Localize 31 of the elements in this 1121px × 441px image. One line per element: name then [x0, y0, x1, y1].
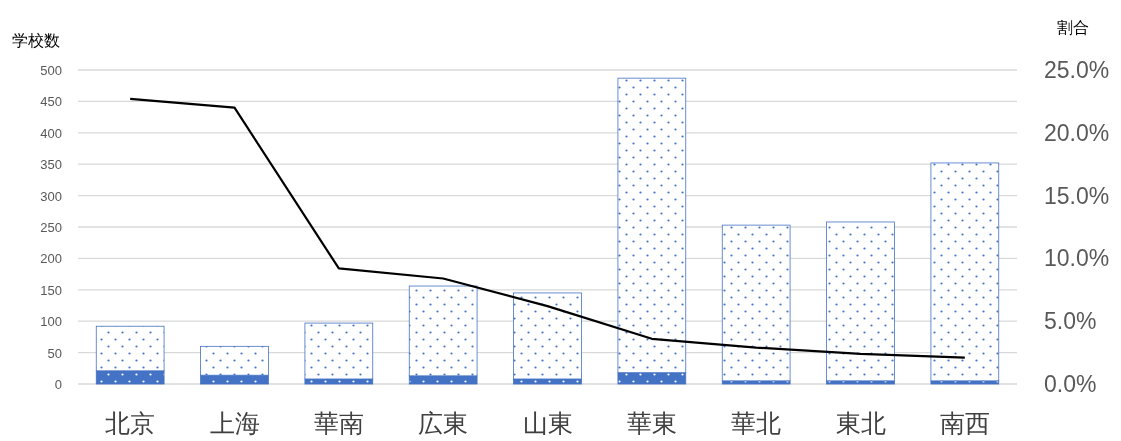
x-tick-label: 北京: [105, 409, 156, 437]
y-tick-label: 200: [40, 251, 62, 267]
x-tick-label: 華北: [731, 409, 782, 437]
x-tick-label: 上海: [209, 409, 260, 437]
x-tick-label: 山東: [522, 409, 573, 437]
y-tick-label: 450: [40, 94, 62, 110]
x-tick-label: 華東: [626, 409, 677, 437]
y-tick-label: 400: [40, 125, 62, 141]
y2-tick-label: 25.0%: [1044, 57, 1110, 83]
x-tick-label: 広東: [418, 409, 469, 437]
x-tick-label: 南西: [939, 409, 990, 437]
y-tick-label: 350: [40, 157, 62, 173]
bar: [930, 162, 1000, 382]
y-tick-label: 250: [40, 220, 62, 235]
y-axis-title: 学校数: [12, 32, 60, 49]
y2-tick-label: 0.0%: [1044, 371, 1097, 397]
x-tick-label: 東北: [835, 409, 886, 437]
y2-axis-title: 割合: [1057, 19, 1089, 36]
y2-tick-label: 5.0%: [1044, 308, 1097, 335]
y-tick-label: 500: [40, 63, 62, 78]
y-tick-label: 150: [40, 282, 62, 298]
bar: [826, 221, 895, 382]
y2-tick-label: 15.0%: [1044, 182, 1110, 209]
y-tick-label: 100: [40, 314, 62, 330]
y-tick-label: 0: [54, 377, 62, 392]
y-tick-label: 50: [47, 345, 62, 361]
bar: [721, 224, 791, 382]
x-tick-label: 華南: [313, 409, 364, 437]
y-tick-label: 300: [40, 188, 62, 204]
y2-tick-label: 20.0%: [1044, 119, 1110, 146]
y2-tick-label: 10.0%: [1044, 245, 1110, 272]
